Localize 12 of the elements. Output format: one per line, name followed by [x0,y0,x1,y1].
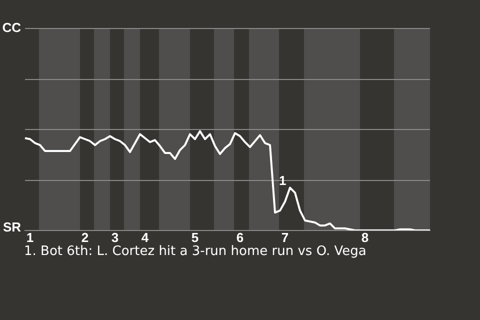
text: 1. Bot 6th: L. Cortez hit a 3-run home run vs O. Vega [24,244,366,259]
x-tick-label: 1 [26,230,34,245]
text: CC [2,20,22,36]
x-tick-label: 2 [81,230,89,245]
annotation: 1 [279,172,286,188]
text: SR [2,219,22,234]
x-tick-label: 8 [361,230,369,245]
x-tick-label: 3 [111,230,119,245]
x-tick-label: 7 [281,230,289,245]
x-tick-label: 5 [191,230,199,245]
x-tick-label: 4 [141,230,150,245]
x-tick-label: 6 [236,230,244,245]
